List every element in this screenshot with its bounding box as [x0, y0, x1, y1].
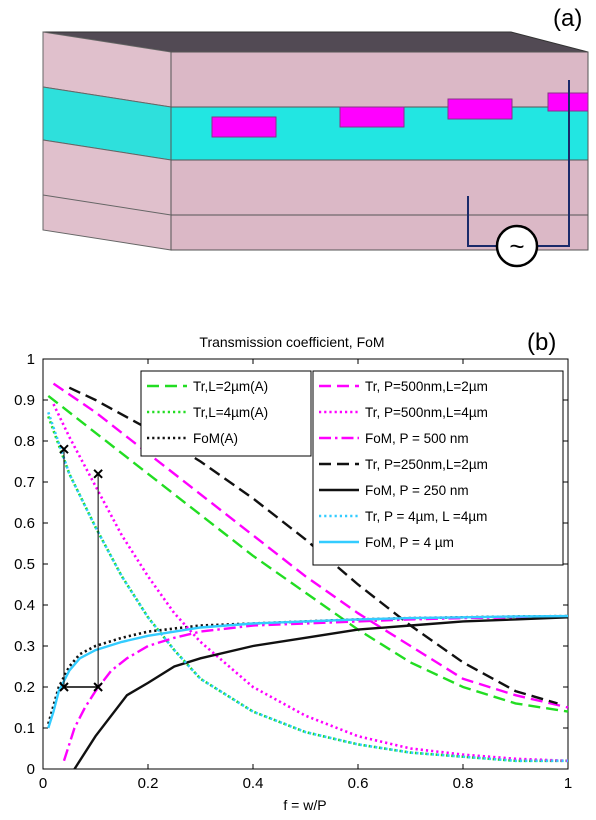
x-tick-label: 0.4 — [243, 775, 264, 792]
y-axis: 0 0.1 0.2 0.3 0.4 0.5 0.6 0.7 0.8 0.9 1 — [14, 351, 568, 778]
legend-label: FoM, P = 500 nm — [365, 431, 469, 446]
x-tick-label: 0 — [39, 775, 47, 792]
y-tick-label: 1 — [27, 351, 35, 368]
series-line-0 — [47, 394, 569, 713]
series-line-3 — [52, 382, 569, 709]
panel-b-label: (b) — [527, 329, 556, 356]
circuit-wire — [467, 196, 497, 247]
y-tick-label: 0.7 — [14, 474, 35, 491]
legend-right — [312, 370, 564, 566]
x-tick-label: 0.6 — [348, 775, 369, 792]
panel-a-label: (a) — [553, 5, 582, 32]
layer-interface-side — [42, 194, 172, 216]
electrode — [447, 98, 513, 120]
legend-label: Tr, P=250nm,L=2µm — [365, 457, 488, 472]
y-tick-label: 0 — [27, 761, 35, 778]
electrode — [339, 106, 405, 128]
legend-right-items: Tr, P=500nm,L=2µm Tr, P=500nm,L=4µm FoM, P… — [319, 379, 488, 550]
ac-source-icon — [495, 224, 539, 268]
legend-label: Tr, P=500nm,L=2µm — [365, 379, 488, 394]
y-tick-label: 0.4 — [14, 597, 35, 614]
legend-left-items: Tr,L=2µm(A) Tr,L=4µm(A) FoM(A) — [147, 379, 268, 446]
legend-label: Tr, P=500nm,L=4µm — [365, 405, 488, 420]
x-marker — [93, 469, 103, 479]
x-tick-label: 1 — [564, 775, 572, 792]
series-line-8 — [47, 411, 568, 763]
y-tick-label: 0.6 — [14, 515, 35, 532]
x-tick-label: 0.8 — [453, 775, 474, 792]
x-tick-label: 0.2 — [138, 775, 159, 792]
top-cladding-layer — [170, 51, 589, 108]
bottom-layer-side — [42, 139, 172, 251]
legend-label: FoM, P = 250 nm — [365, 483, 469, 498]
legend-label: Tr,L=4µm(A) — [193, 405, 268, 420]
y-tick-label: 0.3 — [14, 638, 35, 655]
legend-label: Tr,L=2µm(A) — [193, 379, 268, 394]
chart-title: Transmission coefficient, FoM — [199, 334, 384, 350]
x-axis-label: f = w/P — [283, 797, 326, 813]
x-axis: 0 0.2 0.4 0.6 0.8 1 — [39, 359, 572, 792]
legend-label: FoM, P = 4 µm — [365, 535, 454, 550]
y-tick-label: 0.1 — [14, 720, 35, 737]
legend-label: FoM(A) — [193, 431, 238, 446]
series-line-7 — [73, 616, 569, 770]
x-marker — [93, 682, 103, 692]
y-tick-label: 0.9 — [14, 392, 35, 409]
annotation-layer — [59, 444, 103, 692]
y-tick-label: 0.2 — [14, 679, 35, 696]
chart: Transmission coefficient, FoM (b) 0 0.1 0.… — [14, 329, 572, 813]
y-tick-label: 0.8 — [14, 433, 35, 450]
ac-source-symbol: ~ — [509, 231, 524, 261]
electrode — [211, 116, 277, 138]
x-marker — [59, 682, 69, 692]
x-marker — [59, 444, 69, 454]
legend-label: Tr, P = 4µm, L =4µm — [365, 509, 487, 524]
device-schematic: ~ (a) — [42, 5, 589, 268]
circuit-wire — [537, 80, 570, 247]
series-line-6 — [68, 386, 558, 705]
y-tick-label: 0.5 — [14, 556, 35, 573]
